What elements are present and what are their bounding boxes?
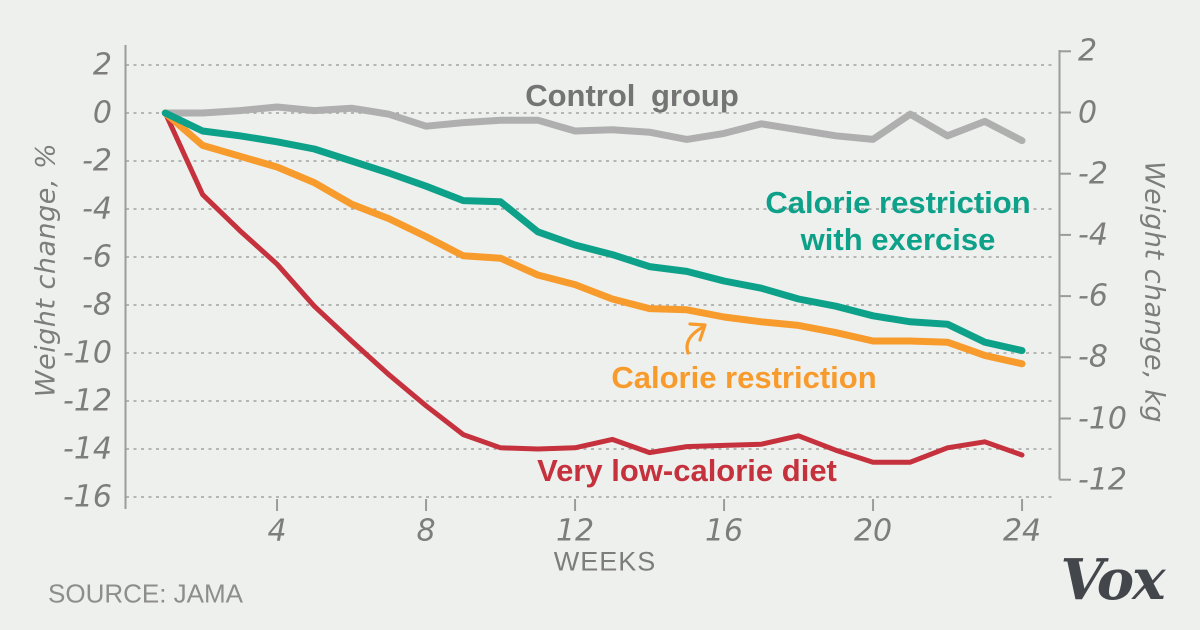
x-axis-title: WEEKS xyxy=(553,546,657,577)
vox-logo: Vox xyxy=(1060,547,1165,613)
calorie-restriction-with-exercise-label: Calorie restriction with exercise xyxy=(765,184,1030,258)
y-right-tick-label: -10 xyxy=(1078,401,1127,436)
x-tick-label: 4 xyxy=(267,513,287,549)
x-tick-label: 24 xyxy=(1002,513,1042,549)
x-tick-label: 8 xyxy=(416,513,436,549)
calorie-restriction-label: Calorie restriction xyxy=(611,360,877,395)
arrowhead-to-calorie-restriction-line xyxy=(688,322,707,342)
line-calorie_restriction xyxy=(161,109,1026,368)
y-left-tick-label: -14 xyxy=(63,431,112,467)
y-left-tick-label: 2 xyxy=(92,47,112,83)
x-tick-label: 16 xyxy=(704,513,744,549)
line-with_exercise xyxy=(161,109,1026,355)
calorie-restriction-with-exercise-label-line2: with exercise xyxy=(800,222,996,257)
y-axis-right-title: Weight change, kg xyxy=(1138,160,1170,424)
x-tick-label: 20 xyxy=(853,513,893,549)
x-tick-label: 12 xyxy=(555,513,595,549)
very-low-calorie-diet-label: Very low-calorie diet xyxy=(537,453,837,488)
y-left-tick-label: -8 xyxy=(82,287,112,323)
arrow-to-calorie-restriction-line xyxy=(685,325,705,355)
line-very_low_calorie xyxy=(162,110,1025,465)
y-right-tick-label: -2 xyxy=(1078,156,1108,192)
control-group-label: Control group xyxy=(525,78,739,113)
source-credit: SOURCE: JAMA xyxy=(48,578,244,609)
y-left-tick-label: -12 xyxy=(63,383,112,419)
y-right-tick-label: -8 xyxy=(1078,339,1108,375)
y-left-tick-label: -16 xyxy=(63,479,112,515)
y-left-tick-label: -2 xyxy=(82,143,112,179)
y-left-tick-label: -4 xyxy=(82,191,112,227)
y-axis-left-title: Weight change, % xyxy=(30,142,62,398)
line-control xyxy=(161,103,1026,145)
y-right-tick-label: 0 xyxy=(1078,95,1098,130)
y-left-tick-label: -10 xyxy=(63,335,112,371)
y-right-tick-label: -4 xyxy=(1078,217,1108,253)
calorie-restriction-with-exercise-label-line1: Calorie restriction xyxy=(765,185,1031,220)
y-left-tick-label: -6 xyxy=(82,239,112,275)
y-right-tick-label: 2 xyxy=(1078,33,1098,69)
y-right-tick-label: -6 xyxy=(1078,278,1108,314)
y-right-tick-label: -12 xyxy=(1078,462,1127,498)
y-left-tick-label: 0 xyxy=(92,95,112,131)
